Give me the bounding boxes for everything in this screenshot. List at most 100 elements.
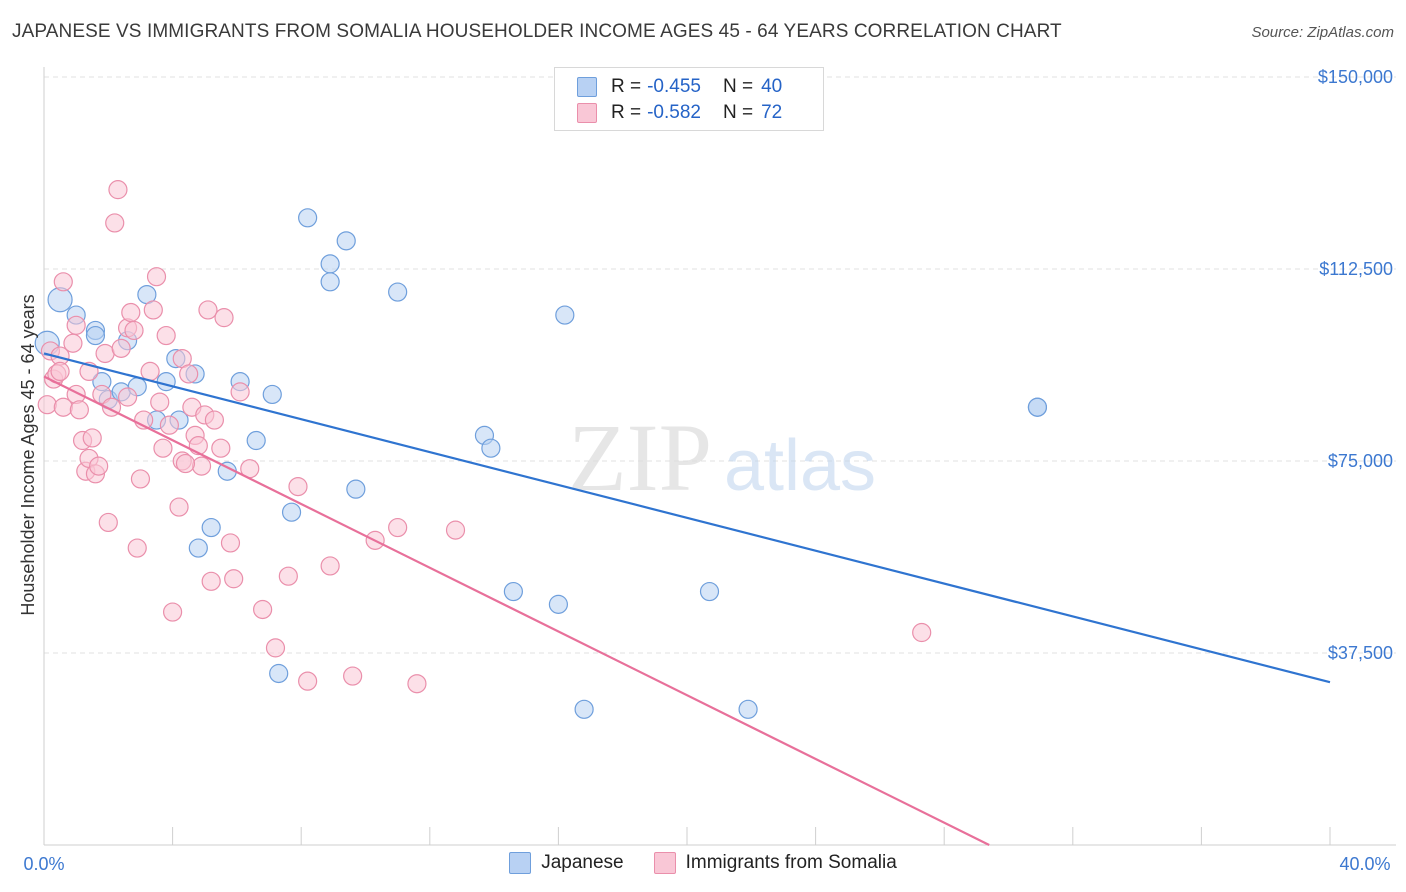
data-point	[140, 361, 160, 381]
legend-item-somalia[interactable]: Immigrants from Somalia	[653, 852, 897, 874]
legend-swatch-japanese	[577, 77, 597, 97]
data-point	[253, 599, 273, 620]
watermark-atlas: atlas	[724, 426, 876, 506]
data-point	[105, 213, 125, 233]
data-point	[130, 469, 151, 489]
stats-legend: R = -0.455 N = 40 R = -0.582 N = 72	[554, 67, 824, 131]
data-point	[220, 533, 241, 553]
data-point	[111, 338, 131, 358]
trend-line-somalia	[43, 375, 990, 846]
data-point	[159, 415, 179, 435]
data-point	[153, 438, 173, 458]
data-point	[63, 333, 83, 353]
source-label: Source: ZipAtlas.com	[1251, 24, 1394, 41]
data-point	[175, 453, 196, 474]
x-tick-label: 0.0%	[23, 854, 64, 874]
series-somalia	[37, 180, 932, 694]
data-point	[230, 382, 250, 402]
data-point	[699, 581, 720, 602]
data-point	[388, 517, 408, 538]
data-point	[146, 267, 167, 287]
data-point	[343, 666, 363, 686]
data-point	[169, 497, 189, 517]
data-point	[555, 305, 575, 325]
series-legend: Japanese Immigrants from Somalia	[0, 852, 1406, 874]
labels-layer: $150,000 $112,500 $75,000 $37,500 0.0% 40.0% H…	[18, 67, 1393, 874]
data-point	[188, 538, 208, 558]
legend-swatch-somalia	[577, 103, 597, 123]
data-point	[163, 602, 183, 622]
data-point	[201, 571, 221, 591]
data-point	[179, 364, 199, 384]
points-layer	[34, 180, 1048, 719]
data-point	[214, 308, 234, 328]
data-point	[108, 180, 128, 200]
data-point	[246, 430, 266, 451]
data-point	[191, 456, 212, 476]
y-tick-label: $75,000	[1328, 451, 1393, 471]
data-point	[143, 300, 163, 320]
legend-label-somalia: Immigrants from Somalia	[685, 852, 897, 873]
data-point	[124, 320, 144, 341]
data-point	[201, 517, 221, 538]
legend-swatch-somalia	[653, 852, 676, 874]
r-value: -0.582	[647, 102, 701, 123]
data-point	[320, 272, 340, 292]
data-point	[503, 581, 523, 602]
data-point	[288, 477, 308, 497]
data-point	[37, 395, 57, 415]
legend-row-somalia: R = -0.582 N = 72	[577, 101, 782, 125]
data-point	[445, 520, 466, 540]
data-point	[53, 272, 73, 292]
trend-line-japanese	[43, 352, 1331, 684]
y-axis-label: Householder Income Ages 45 - 64 years	[18, 294, 38, 615]
data-point	[150, 392, 170, 412]
n-label: N =	[722, 76, 754, 97]
data-point	[336, 231, 356, 251]
y-tick-label: $112,500	[1319, 259, 1393, 279]
data-point	[574, 699, 594, 719]
data-point	[1027, 397, 1048, 417]
data-point	[82, 428, 102, 448]
data-point	[85, 325, 106, 346]
data-point	[262, 384, 282, 405]
n-value: 72	[761, 102, 783, 123]
r-label: R =	[611, 102, 642, 123]
data-point	[127, 538, 147, 558]
data-point	[738, 699, 758, 719]
y-tick-label: $150,000	[1318, 67, 1393, 87]
data-point	[346, 479, 366, 499]
data-point	[211, 438, 231, 458]
data-point	[407, 674, 427, 694]
legend-row-japanese: R = -0.455 N = 40	[577, 75, 782, 99]
data-point	[156, 325, 176, 346]
data-point	[281, 502, 302, 522]
data-point	[69, 400, 89, 420]
data-point	[66, 315, 86, 335]
data-point	[156, 372, 176, 392]
data-point	[912, 622, 932, 643]
n-label: N =	[722, 102, 754, 123]
data-point	[95, 343, 115, 364]
y-tick-label: $37,500	[1328, 643, 1393, 663]
r-value: -0.455	[647, 76, 701, 97]
data-point	[320, 254, 340, 274]
data-point	[89, 456, 109, 476]
data-point	[298, 208, 318, 228]
data-point	[98, 512, 118, 533]
data-point	[388, 282, 408, 302]
legend-item-japanese[interactable]: Japanese	[509, 852, 624, 874]
legend-swatch-japanese	[509, 852, 532, 874]
chart-title: JAPANESE VS IMMIGRANTS FROM SOMALIA HOUS…	[12, 21, 1062, 42]
data-point	[265, 638, 286, 658]
data-point	[481, 438, 501, 458]
data-point	[278, 566, 298, 586]
data-point	[224, 569, 244, 589]
data-point	[320, 556, 340, 576]
data-point	[50, 361, 70, 381]
data-point	[298, 671, 318, 691]
n-value: 40	[761, 76, 783, 97]
watermark-zip: ZIP	[568, 404, 712, 511]
grid-layer	[44, 76, 1396, 654]
